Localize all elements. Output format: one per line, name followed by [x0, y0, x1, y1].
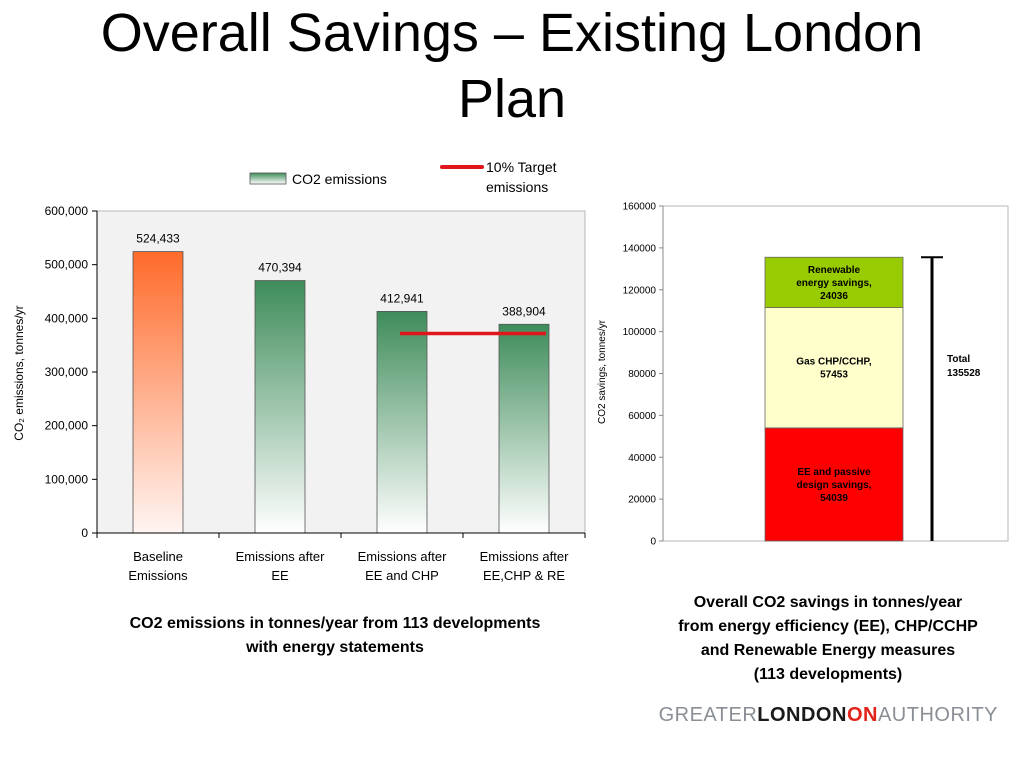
- y-tick-label: 20000: [628, 495, 656, 506]
- y-tick-label: 500,000: [45, 258, 89, 272]
- segment-label: energy savings,: [796, 278, 872, 289]
- right-chart-caption: Overall CO2 savings in tonnes/year from …: [628, 591, 1024, 687]
- x-category-label: EE and CHP: [365, 568, 439, 583]
- y-tick-label: 60000: [628, 411, 656, 422]
- legend-label-target-line-2: emissions: [486, 179, 548, 195]
- logo-greater: GREATER: [658, 704, 758, 726]
- segment-label: Renewable: [808, 265, 861, 276]
- bar-data-label: 412,941: [380, 291, 424, 305]
- stack-segment-3: [764, 256, 904, 308]
- legend-swatch-co2-emissions: [249, 172, 287, 185]
- y-tick-label: 120000: [623, 285, 657, 296]
- total-label: Total: [947, 354, 970, 365]
- y-tick-label: 40000: [628, 453, 656, 464]
- right-caption-line-3: and Renewable Energy measures: [700, 642, 956, 659]
- bar-3: [376, 310, 428, 534]
- greater-london-authority-logo: GREATERLONDONONAUTHORITY: [659, 704, 998, 727]
- right-caption-line-2: from energy efficiency (EE), CHP/CCHP: [678, 618, 978, 635]
- bar-2: [254, 280, 306, 534]
- bar-data-label: 470,394: [258, 261, 302, 275]
- y-tick-label: 100,000: [45, 472, 89, 486]
- legend: CO2 emissions 10% Target emissions: [249, 159, 557, 195]
- y-tick-label: 0: [81, 526, 88, 540]
- legend-label-co2-emissions: CO2 emissions: [292, 171, 387, 187]
- stack-segment-2: [764, 307, 904, 429]
- logo-london: LONDON: [757, 704, 847, 726]
- logo-authority: AUTHORITY: [877, 704, 998, 726]
- segment-label: 24036: [820, 291, 848, 302]
- y-tick-label: 80000: [628, 369, 656, 380]
- x-category-label: Emissions after: [358, 549, 448, 564]
- y-tick-label: 300,000: [45, 365, 89, 379]
- x-category-label: Baseline: [133, 549, 183, 564]
- segment-label: design savings,: [796, 480, 871, 491]
- x-category-label: EE,CHP & RE: [483, 568, 565, 583]
- page-title-line-1: Overall Savings – Existing London: [100, 3, 924, 63]
- bar-4: [498, 323, 550, 534]
- y-tick-label: 600,000: [45, 204, 89, 218]
- y-tick-label: 100000: [623, 327, 657, 338]
- bar-data-label: 388,904: [502, 304, 546, 318]
- y-tick-label: 0: [650, 537, 656, 548]
- y-tick-label: 160000: [623, 202, 657, 213]
- page-title-line-2: Plan: [457, 69, 567, 129]
- x-category-label: Emissions after: [236, 549, 326, 564]
- y-tick-label: 200,000: [45, 419, 89, 433]
- left-caption-line-2: with energy statements: [246, 639, 424, 656]
- segment-label: EE and passive: [797, 467, 871, 478]
- left-chart-caption: CO2 emissions in tonnes/year from 113 de…: [60, 612, 610, 660]
- total-label: 135528: [947, 368, 981, 379]
- bar-data-label: 524,433: [136, 232, 180, 246]
- y-tick-label: 400,000: [45, 311, 89, 325]
- stack-segment-1: [764, 427, 904, 542]
- page-title: Overall Savings – Existing London Plan: [0, 0, 1024, 132]
- legend-label-target-line-1: 10% Target: [486, 159, 557, 175]
- logo-on: ON: [846, 704, 878, 726]
- segment-label: 54039: [820, 493, 848, 504]
- segment-label: Gas CHP/CCHP,: [796, 357, 872, 368]
- right-caption-line-4: (113 developments): [753, 666, 903, 683]
- co2-savings-stacked-chart: 0 20000 40000 60000 80000 100000 120000 140000 1…: [597, 202, 1009, 548]
- right-caption-line-1: Overall CO2 savings in tonnes/year: [693, 594, 963, 611]
- y-axis-title: CO2 savings, tonnes/yr: [597, 319, 608, 424]
- y-tick-label: 140000: [623, 243, 657, 254]
- segment-label: 57453: [820, 370, 848, 381]
- co2-emissions-bar-chart: 0 100,000 200,000 300,000 400,000 500,000 600,…: [12, 159, 586, 583]
- x-category-label: Emissions after: [480, 549, 570, 564]
- x-category-label: EE: [271, 568, 289, 583]
- bar-1: [132, 251, 184, 534]
- x-category-label: Emissions: [128, 568, 188, 583]
- left-caption-line-1: CO2 emissions in tonnes/year from 113 de…: [129, 615, 541, 632]
- y-axis-title: CO₂ emissions, tonnes/yr: [12, 305, 26, 440]
